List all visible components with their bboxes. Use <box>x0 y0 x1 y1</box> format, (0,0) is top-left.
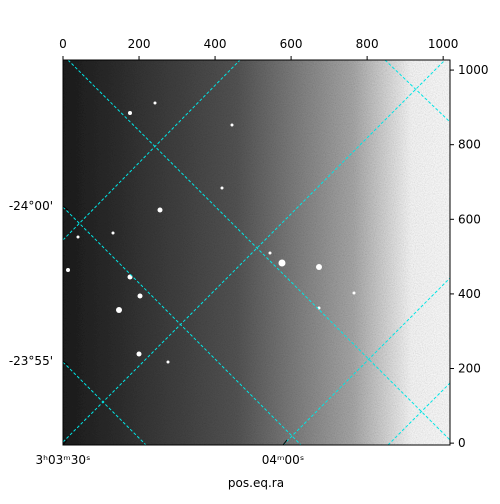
x-tick-label: 200 <box>128 37 151 51</box>
y-tick-label: 1000 <box>458 63 489 77</box>
x-tick-label: 600 <box>280 37 303 51</box>
x-tick-label: 800 <box>356 37 379 51</box>
dec-tick-label: -24°00' <box>9 199 53 213</box>
x-axis-label: pos.eq.ra <box>228 476 284 490</box>
y-tick-label: 600 <box>458 212 481 226</box>
x-tick-label: 1000 <box>428 37 459 51</box>
dec-tick-label: -23°55' <box>9 354 53 368</box>
ra-tick-label: 04ᵐ00ˢ <box>262 453 305 467</box>
y-tick-label: 800 <box>458 138 481 152</box>
ra-tick <box>62 439 68 446</box>
ra-tick <box>282 439 288 446</box>
y-tick-label: 0 <box>458 436 466 450</box>
stars <box>66 101 356 364</box>
dec-tick <box>62 360 69 366</box>
y-tick-label: 200 <box>458 362 481 376</box>
coordinate-grid <box>63 60 450 445</box>
x-tick-label: 400 <box>204 37 227 51</box>
frame <box>62 59 451 446</box>
image <box>63 60 450 445</box>
dec-tick <box>62 205 69 211</box>
y-tick-label: 400 <box>458 287 481 301</box>
x-tick-label: 0 <box>59 37 67 51</box>
ra-tick-label: 3ʰ03ᵐ30ˢ <box>36 453 91 467</box>
